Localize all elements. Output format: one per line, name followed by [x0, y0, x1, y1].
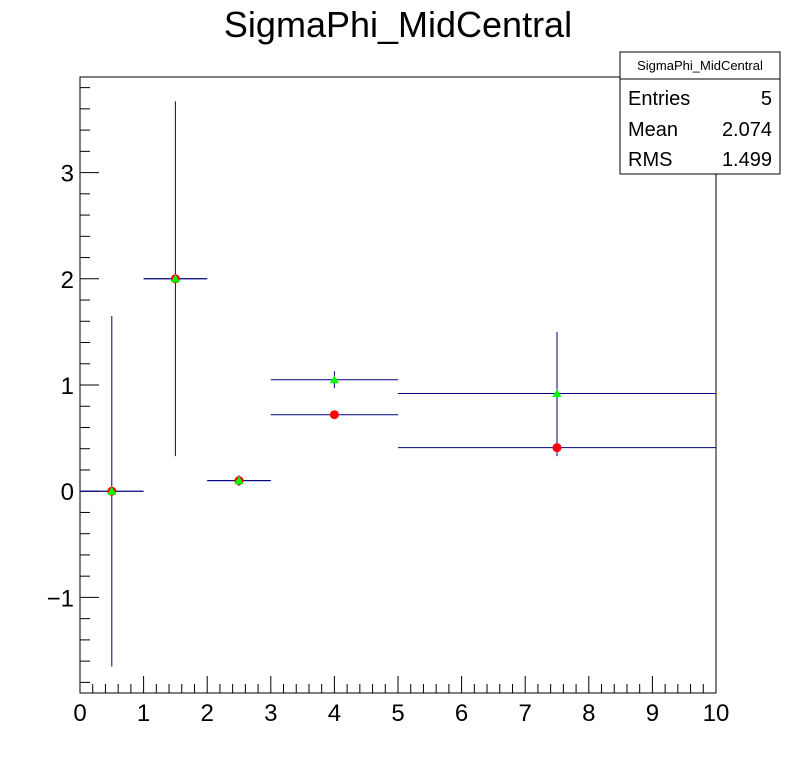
- axis-ticks: [79, 87, 717, 693]
- stats-entries-label: Entries: [628, 88, 690, 110]
- stats-rms-value: 1.499: [722, 149, 772, 171]
- stats-box: SigmaPhi_MidCentral Entries 5 Mean 2.074…: [619, 51, 781, 175]
- y-tick-label: 1: [61, 373, 74, 400]
- x-tick-label: 0: [73, 700, 86, 727]
- x-tick-label: 6: [455, 700, 468, 727]
- data-point-triangle: [329, 375, 339, 384]
- stats-box-title: SigmaPhi_MidCentral: [637, 58, 763, 73]
- stats-mean-value: 2.074: [722, 119, 772, 141]
- stats-mean-label: Mean: [628, 119, 678, 141]
- data-point-triangle: [552, 388, 562, 398]
- x-tick-label: 10: [703, 700, 730, 727]
- y-tick-label: 3: [61, 161, 74, 188]
- y-tick-label: 0: [61, 479, 74, 506]
- error-bars: [80, 101, 716, 667]
- data-point-triangle: [170, 274, 180, 283]
- x-tick-label: 9: [646, 700, 659, 727]
- x-tick-label: 7: [519, 700, 532, 727]
- x-tick-label: 3: [264, 700, 277, 727]
- y-tick-label: 2: [61, 267, 74, 294]
- stats-entries-value: 5: [761, 88, 772, 110]
- x-tick-label: 1: [137, 700, 150, 727]
- data-point-circle: [552, 443, 562, 453]
- data-point-triangle: [107, 486, 117, 495]
- y-tick-label: −1: [47, 585, 74, 612]
- stats-box-frame: [619, 51, 781, 175]
- x-tick-label: 4: [328, 700, 341, 727]
- data-point-triangle: [234, 476, 244, 485]
- y-tick-labels: −1 0 1 2 3: [47, 161, 74, 613]
- x-tick-labels: 0 1 2 3 4 5 6 7 8 9 10: [73, 700, 729, 727]
- stats-rms-label: RMS: [628, 149, 672, 171]
- data-point-circle: [329, 410, 339, 420]
- x-tick-label: 8: [582, 700, 595, 727]
- data-markers: [107, 274, 562, 496]
- x-tick-label: 2: [201, 700, 214, 727]
- chart-title: SigmaPhi_MidCentral: [224, 4, 572, 45]
- x-tick-label: 5: [391, 700, 404, 727]
